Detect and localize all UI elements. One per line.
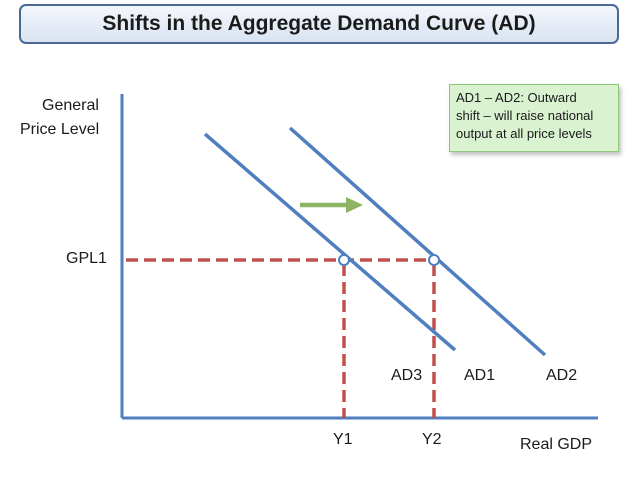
equilibrium-point-ad1 bbox=[338, 254, 350, 266]
ad1-label: AD1 bbox=[464, 367, 496, 384]
y1-label: Y1 bbox=[333, 431, 353, 448]
note-line-2: shift – will raise national bbox=[456, 108, 594, 123]
y-axis-label-line1: General bbox=[42, 97, 99, 114]
ad2-curve bbox=[288, 126, 547, 357]
ad1-curve bbox=[203, 132, 457, 352]
annotation-note: AD1 – AD2: Outward shift – will raise na… bbox=[449, 84, 619, 152]
shift-arrow-icon bbox=[346, 197, 363, 213]
ad3-label: AD3 bbox=[391, 367, 423, 384]
equilibrium-point-ad2 bbox=[428, 254, 440, 266]
page-title: Shifts in the Aggregate Demand Curve (AD… bbox=[19, 4, 619, 44]
y-axis-label-line2: Price Level bbox=[20, 121, 100, 138]
x-axis-label: Real GDP bbox=[520, 436, 593, 453]
y2-label: Y2 bbox=[422, 431, 442, 448]
note-line-3: output at all price levels bbox=[456, 126, 592, 141]
note-line-1: AD1 – AD2: Outward bbox=[456, 90, 577, 105]
ad2-label: AD2 bbox=[546, 367, 578, 384]
gpl1-label: GPL1 bbox=[66, 250, 107, 267]
